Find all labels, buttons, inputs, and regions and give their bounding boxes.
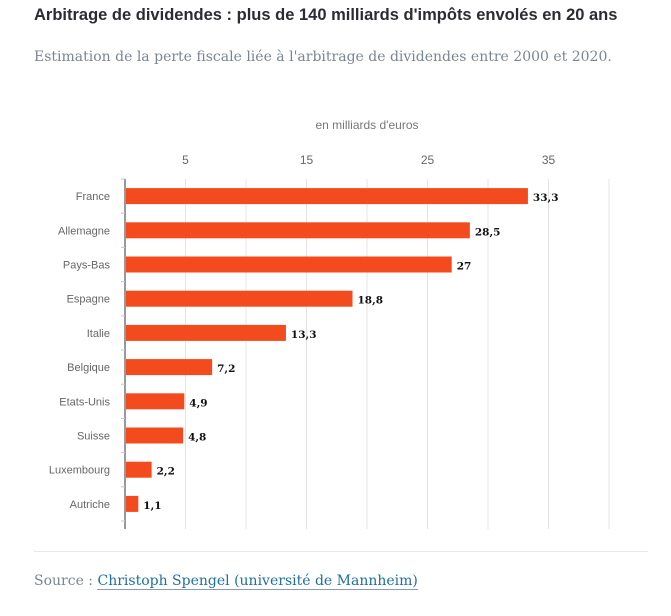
bar — [126, 324, 286, 341]
bar — [126, 495, 139, 512]
data-label: 7,2 — [217, 363, 235, 375]
bar-chart: en milliards d'euros 5 15 25 35 France 33,3 A… — [49, 118, 610, 529]
divider — [34, 551, 648, 552]
category-label: France — [76, 191, 110, 203]
bar — [126, 290, 353, 307]
bar — [126, 188, 528, 205]
data-label: 4,8 — [188, 432, 206, 444]
x-tick-label: 35 — [542, 153, 556, 167]
x-tick-label: 15 — [300, 153, 314, 167]
category-label: Espagne — [67, 294, 110, 306]
category-label: Etats-Unis — [59, 396, 110, 408]
bar — [126, 427, 184, 444]
bar — [126, 359, 213, 376]
source-line: Source : Christoph Spengel (université d… — [34, 573, 418, 590]
category-label: Allemagne — [58, 225, 110, 237]
chart-title: Arbitrage de dividendes : plus de 140 mi… — [34, 6, 618, 24]
source-prefix: Source : — [34, 573, 98, 589]
data-label: 28,5 — [475, 226, 501, 238]
category-label: Belgique — [67, 362, 110, 374]
data-label: 13,3 — [291, 329, 317, 341]
category-label: Luxembourg — [49, 465, 110, 477]
data-label: 1,1 — [143, 500, 161, 512]
data-label: 33,3 — [533, 192, 559, 204]
bar — [126, 222, 470, 239]
x-tick-label: 5 — [182, 153, 189, 167]
bar — [126, 461, 152, 478]
category-label: Autriche — [70, 499, 110, 511]
data-label: 18,8 — [357, 295, 383, 307]
category-label: Pays-Bas — [63, 260, 111, 272]
source-link[interactable]: Christoph Spengel (université de Mannhei… — [97, 573, 418, 590]
category-label: Suisse — [77, 431, 110, 443]
chart-subtitle: Estimation de la perte fiscale liée à l'… — [34, 49, 612, 65]
x-axis-label: en milliards d'euros — [315, 118, 418, 132]
data-label: 2,2 — [157, 466, 175, 478]
category-label: Italie — [87, 328, 110, 340]
data-label: 27 — [457, 261, 472, 273]
data-label: 4,9 — [189, 397, 207, 409]
bar — [126, 393, 185, 410]
x-tick-label: 25 — [421, 153, 435, 167]
bar — [126, 256, 452, 273]
